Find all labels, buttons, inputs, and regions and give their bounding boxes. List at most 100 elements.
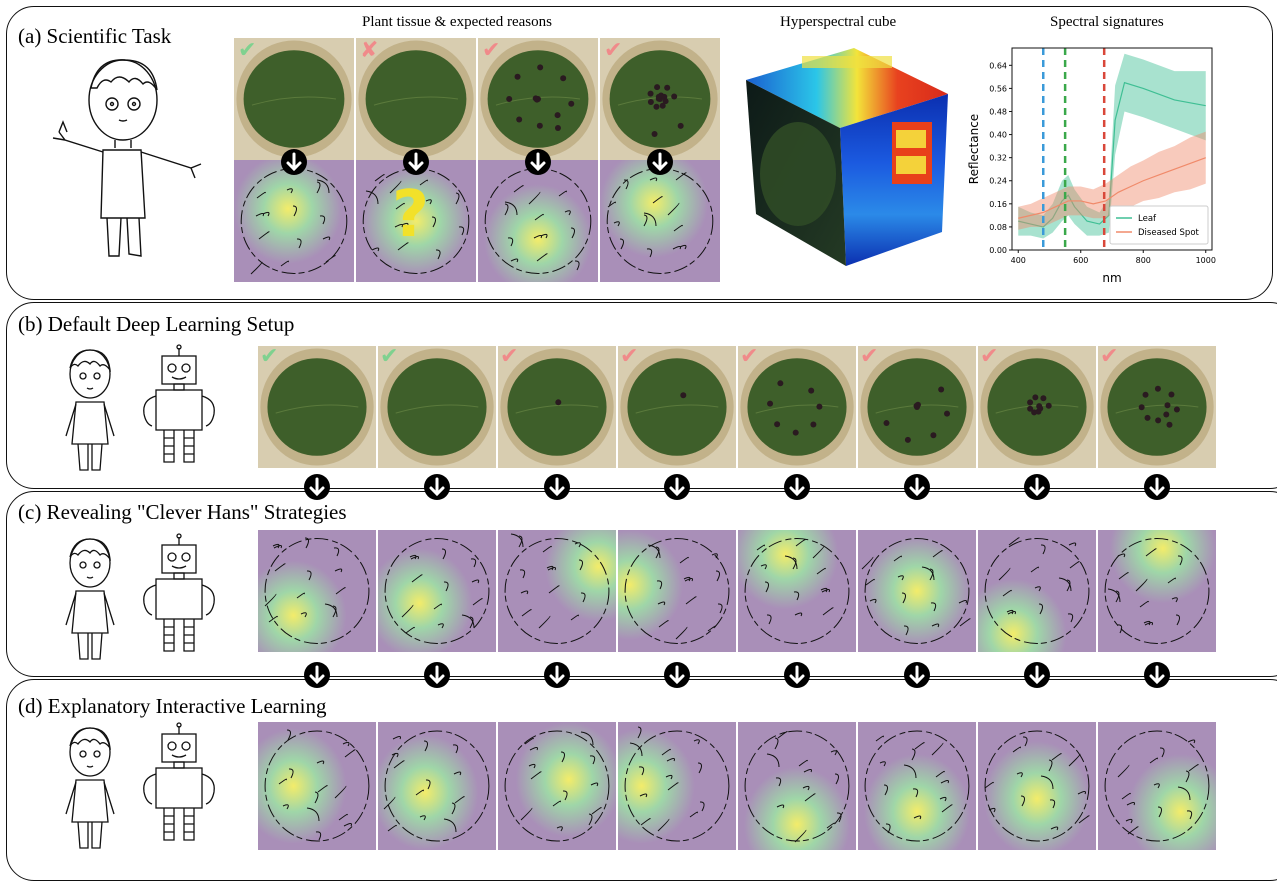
heatmap-image [1098, 530, 1216, 652]
question-mark-icon: ? [392, 178, 430, 252]
checkmark-icon: ✔ [500, 344, 519, 369]
heatmap-image [478, 160, 598, 282]
panel-b-label: (b) Default Deep Learning Setup [18, 312, 295, 336]
checkmark-icon: ✔ [604, 38, 623, 63]
cross-icon: ✘ [360, 38, 379, 63]
checkmark-icon: ✔ [260, 344, 279, 369]
leaf-image [600, 38, 720, 160]
leaf-image [738, 346, 856, 468]
down-arrow-icon [403, 149, 429, 175]
x-axis-label: nm [1102, 271, 1121, 285]
checkmark-icon: ✔ [620, 344, 639, 369]
checkmark-icon: ✔ [380, 344, 399, 369]
down-arrow-icon [1024, 662, 1050, 688]
hyperspectral-cube-graphic [746, 48, 948, 266]
scientist-pointing-illustration [52, 59, 202, 257]
down-arrow-icon [424, 662, 450, 688]
leaf-image [356, 38, 476, 160]
leaf-image [498, 346, 616, 468]
leaf-image [618, 346, 736, 468]
heatmap-image [258, 530, 376, 652]
y-tick-label: 0.00 [989, 246, 1007, 255]
down-arrow-icon [647, 149, 673, 175]
robot-illustration [134, 722, 224, 852]
down-arrow-icon [664, 474, 690, 500]
down-arrow-icon [1144, 474, 1170, 500]
person-illustration [50, 344, 130, 474]
series-line-1 [1018, 157, 1206, 219]
leaf-image [978, 346, 1096, 468]
robot-illustration [134, 344, 224, 474]
down-arrow-icon [525, 149, 551, 175]
checkmark-icon: ✔ [1100, 344, 1119, 369]
down-arrow-icon [304, 662, 330, 688]
checkmark-icon: ✔ [482, 38, 501, 63]
down-arrow-icon [304, 474, 330, 500]
leaf-image [478, 38, 598, 160]
spectral-signatures-title: Spectral signatures [1050, 14, 1164, 30]
down-arrow-icon [664, 662, 690, 688]
spectral-signature-chart: 0.00 0.08 0.16 0.24 0.32 0.40 0.48 0.56 0.64 400 6… [967, 47, 1216, 285]
down-arrow-icon [904, 474, 930, 500]
down-arrow-icon [1024, 474, 1050, 500]
legend-label: Leaf [1138, 214, 1157, 224]
legend-box [1109, 205, 1209, 245]
down-arrow-icon [784, 662, 810, 688]
heatmap-image [978, 530, 1096, 652]
plant-tissue-title: Plant tissue & expected reasons [362, 14, 552, 30]
heatmap-image [978, 722, 1096, 850]
panel-d-label: (d) Explanatory Interactive Learning [18, 694, 327, 718]
leaf-image [234, 38, 354, 160]
heatmap-image [498, 722, 616, 850]
y-tick-label: 0.48 [989, 107, 1007, 116]
x-tick-label: 800 [1136, 256, 1151, 265]
heatmap-image [258, 722, 376, 850]
y-tick-label: 0.56 [989, 84, 1007, 93]
checkmark-icon: ✔ [980, 344, 999, 369]
heatmap-image [858, 530, 976, 652]
panel-a-label: (a) Scientific Task [18, 24, 172, 48]
heatmap-image [738, 530, 856, 652]
x-tick-label: 1000 [1196, 256, 1216, 265]
x-tick-label: 600 [1073, 256, 1088, 265]
leaf-image [1098, 346, 1216, 468]
series-line-0 [1018, 81, 1206, 228]
y-axis-label: Reflectance [967, 114, 981, 184]
heatmap-image [618, 722, 736, 850]
down-arrow-icon [904, 662, 930, 688]
down-arrow-icon [784, 474, 810, 500]
heatmap-image [498, 530, 616, 652]
down-arrow-icon [544, 474, 570, 500]
checkmark-icon: ✔ [860, 344, 879, 369]
heatmap-image [378, 722, 496, 850]
down-arrow-icon [544, 662, 570, 688]
down-arrow-icon [281, 149, 307, 175]
hyperspectral-cube-title: Hyperspectral cube [780, 14, 897, 30]
checkmark-icon: ✔ [238, 38, 257, 63]
y-tick-label: 0.08 [989, 223, 1007, 232]
heatmap-image [618, 530, 736, 652]
heatmap-image [600, 160, 720, 282]
down-arrow-icon [1144, 662, 1170, 688]
plot-frame [1011, 47, 1213, 251]
heatmap-image [234, 160, 354, 282]
y-tick-label: 0.40 [989, 131, 1007, 140]
heatmap-image [378, 530, 496, 652]
down-arrow-icon [424, 474, 450, 500]
heatmap-image [356, 160, 476, 282]
leaf-image [258, 346, 376, 468]
x-tick-label: 400 [1011, 256, 1026, 265]
leaf-image [378, 346, 496, 468]
legend-label: Diseased Spot [1138, 228, 1200, 238]
person-illustration [50, 533, 130, 663]
person-illustration [50, 722, 130, 852]
robot-illustration [134, 533, 224, 663]
y-tick-label: 0.64 [989, 61, 1007, 70]
y-tick-label: 0.32 [989, 154, 1007, 163]
heatmap-image [1098, 722, 1216, 850]
y-tick-label: 0.24 [989, 177, 1007, 186]
y-tick-label: 0.16 [989, 200, 1007, 209]
heatmap-image [738, 722, 856, 850]
checkmark-icon: ✔ [740, 344, 759, 369]
panel-c-label: (c) Revealing "Clever Hans" Strategies [18, 500, 347, 524]
